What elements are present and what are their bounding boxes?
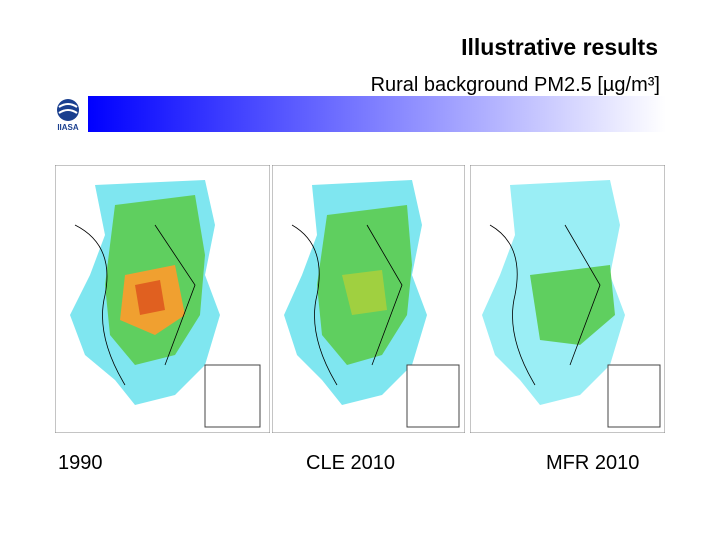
logo: IIASA xyxy=(57,99,79,132)
panel-label: MFR 2010 xyxy=(546,452,640,474)
map-mfr-2010 xyxy=(470,165,665,433)
header-bar xyxy=(88,96,666,132)
map-1990 xyxy=(55,165,270,433)
subtitle: Rural background PM2.5 [µg/m³] xyxy=(370,74,660,96)
map-cle-2010 xyxy=(272,165,465,433)
title: Illustrative results xyxy=(461,34,658,60)
panel-label: CLE 2010 xyxy=(306,452,395,474)
logo-text: IIASA xyxy=(57,123,79,132)
panel-label: 1990 xyxy=(58,452,103,474)
